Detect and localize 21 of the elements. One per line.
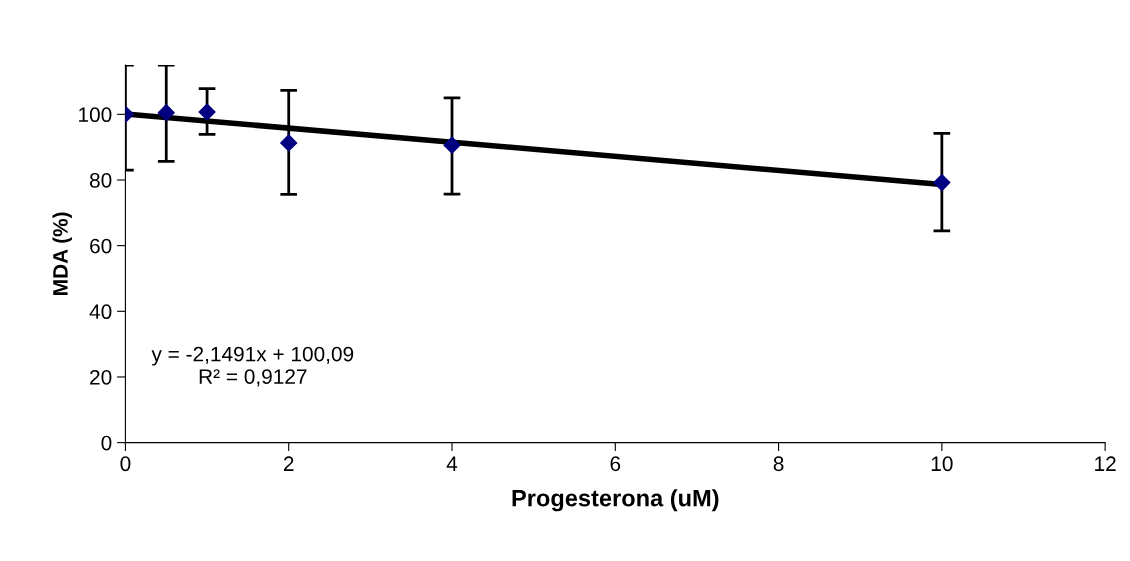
x-tick-label: 12: [1095, 456, 1116, 471]
point: [443, 136, 461, 154]
x-axis-title: Progesterona (uM): [512, 489, 719, 512]
x-tick-label: 10: [931, 456, 953, 472]
y-tick-label: 20: [90, 369, 112, 385]
x-tick-label: 6: [610, 456, 621, 472]
point: [198, 103, 216, 121]
y-tick-label: 100: [79, 107, 112, 123]
y-tick-label: 0: [101, 435, 112, 451]
x-tick-label: 2: [283, 456, 294, 471]
x-tick-label: 8: [773, 456, 784, 472]
y-tick-label: 60: [90, 238, 112, 254]
x-tick-label: 4: [446, 456, 458, 471]
x-tick-label: 0: [120, 456, 131, 472]
point: [157, 104, 175, 122]
annotation: y = -2,1491x + 100,09 R² = 0,9127: [151, 346, 354, 387]
y-tick-label: 40: [89, 304, 112, 320]
y-axis-title: MDA (%): [52, 212, 72, 295]
y-tick-label: 80: [89, 172, 112, 188]
point: [933, 174, 951, 192]
point: [280, 134, 298, 152]
